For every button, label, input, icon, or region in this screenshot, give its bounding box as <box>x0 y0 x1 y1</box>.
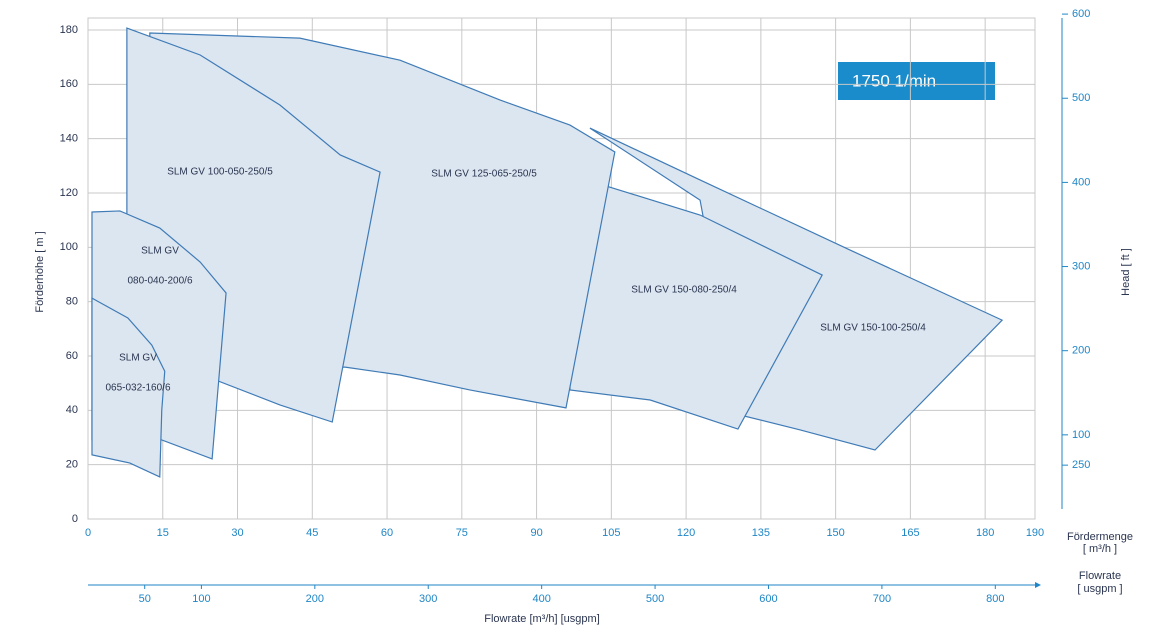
y2-tick-label: 600 <box>1072 8 1090 20</box>
bottom-label: Flowrate [m³/h] [usgpm] <box>484 613 600 625</box>
x2-axis-label: Flowrate <box>1079 570 1121 582</box>
x-tick-label: 120 <box>677 527 695 539</box>
y2-tick-label: 250 <box>1072 459 1090 471</box>
y-tick-label: 100 <box>60 241 78 253</box>
pump-region <box>91 297 166 478</box>
y-tick-label: 140 <box>60 133 78 145</box>
badge: 1750 1/min <box>852 71 936 90</box>
x2-tick-label: 500 <box>646 593 664 605</box>
y2-tick-label: 200 <box>1072 345 1090 357</box>
x-tick-label: 0 <box>85 527 91 539</box>
region-label: SLM GV 100-050-250/5 <box>167 167 273 178</box>
y-tick-label: 80 <box>66 296 78 308</box>
x-tick-label: 15 <box>157 527 169 539</box>
x2-tick-label: 100 <box>192 593 210 605</box>
y2-tick-label: 500 <box>1072 92 1090 104</box>
y2-axis-label: Head [ ft ] <box>1120 248 1132 296</box>
x-tick-label: 45 <box>306 527 318 539</box>
x-axis-label: Fördermenge <box>1067 531 1133 543</box>
x-axis-label: [ m³/h ] <box>1083 543 1117 555</box>
region-label: SLM GV <box>141 246 179 257</box>
x-tick-label: 60 <box>381 527 393 539</box>
x2-axis-arrow <box>1035 582 1041 588</box>
x2-tick-label: 200 <box>306 593 324 605</box>
y2-tick-label: 100 <box>1072 429 1090 441</box>
x2-axis-label: [ usgpm ] <box>1077 583 1122 595</box>
x-tick-label: 135 <box>752 527 770 539</box>
region-label: SLM GV <box>119 353 157 364</box>
y-tick-label: 60 <box>66 350 78 362</box>
x2-tick-label: 800 <box>986 593 1004 605</box>
y-tick-label: 180 <box>60 24 78 36</box>
y-axis-label: Förderhöhe [ m ] <box>34 231 46 312</box>
y2-tick-label: 400 <box>1072 176 1090 188</box>
region-label: SLM GV 150-100-250/4 <box>820 323 926 334</box>
y-tick-label: 160 <box>60 78 78 90</box>
x-tick-label: 165 <box>901 527 919 539</box>
x2-tick-label: 50 <box>139 593 151 605</box>
x-tick-label: 105 <box>602 527 620 539</box>
x-tick-label: 75 <box>456 527 468 539</box>
y-tick-label: 20 <box>66 459 78 471</box>
x-tick-label: 90 <box>530 527 542 539</box>
x-tick-label: 180 <box>976 527 994 539</box>
region-label: 080-040-200/6 <box>127 276 192 287</box>
x-tick-label: 190 <box>1026 527 1044 539</box>
x2-tick-label: 300 <box>419 593 437 605</box>
y-tick-label: 0 <box>72 513 78 525</box>
x2-tick-label: 400 <box>532 593 550 605</box>
y-tick-label: 120 <box>60 187 78 199</box>
badge-box <box>838 62 995 100</box>
x-tick-label: 30 <box>231 527 243 539</box>
x2-tick-label: 700 <box>873 593 891 605</box>
region-label: SLM GV 150-080-250/4 <box>631 285 737 296</box>
y-tick-label: 40 <box>66 404 78 416</box>
region-label: 065-032-160/6 <box>105 383 170 394</box>
x2-tick-label: 600 <box>759 593 777 605</box>
y2-tick-label: 300 <box>1072 260 1090 272</box>
x-tick-label: 150 <box>826 527 844 539</box>
region-label: SLM GV 125-065-250/5 <box>431 169 537 180</box>
